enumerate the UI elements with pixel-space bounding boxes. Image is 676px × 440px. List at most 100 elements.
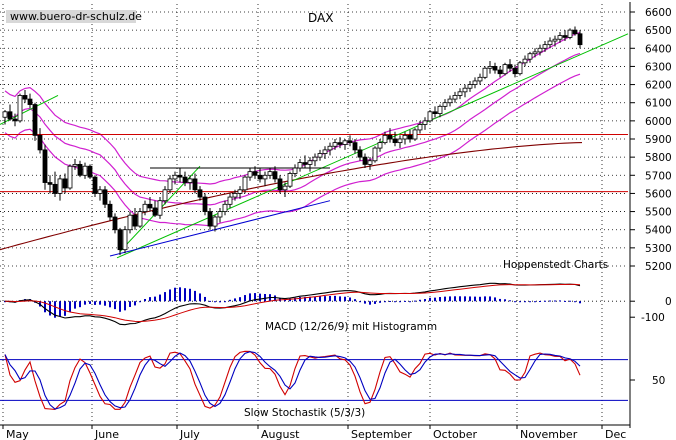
candle-body	[577, 33, 583, 46]
candle-body	[432, 111, 438, 114]
price-tick-label: 6000	[645, 116, 672, 128]
x-tick-label: May	[6, 428, 29, 440]
candle-body	[202, 196, 208, 212]
candle-body	[317, 153, 323, 158]
candles	[2, 26, 583, 256]
macd-hist-bar	[559, 300, 561, 302]
candle-body	[257, 174, 263, 180]
bollinger-middle	[4, 52, 581, 206]
candle-body	[337, 142, 343, 145]
macd-hist-bar	[349, 297, 351, 302]
candle-body	[362, 156, 368, 165]
candle-body	[502, 64, 508, 75]
candle-body	[177, 174, 183, 178]
macd-hist-bar	[79, 301, 81, 308]
macd-hist-bar	[429, 297, 431, 302]
macd-hist-bar	[579, 301, 581, 304]
candle-body	[487, 66, 493, 69]
candle-body	[217, 211, 223, 218]
price-tick-label: 5200	[645, 261, 672, 273]
candle-body	[352, 142, 358, 151]
macd-hist-bar	[474, 296, 476, 302]
x-tick-label: September	[351, 428, 412, 440]
candle-body	[22, 95, 28, 100]
macd-hist-bar	[329, 295, 331, 302]
macd-hist-bar	[424, 299, 426, 302]
price-tick-label: 5400	[645, 225, 672, 237]
macd-hist-bar	[404, 300, 406, 302]
candle-body	[237, 189, 243, 194]
candle-body	[82, 165, 88, 176]
candle-body	[147, 203, 153, 209]
macd-hist-bar	[164, 292, 166, 302]
candle-body	[242, 176, 248, 191]
macd-hist-bar	[339, 296, 341, 302]
macd-hist-bar	[124, 301, 126, 311]
macd-hist-bar	[169, 289, 171, 302]
macd-hist-bar	[219, 301, 221, 303]
candle-body	[182, 176, 188, 183]
candle-body	[417, 124, 423, 131]
candle-body	[407, 134, 413, 140]
candle-body	[2, 111, 8, 118]
macd-hist-bar	[324, 296, 326, 302]
macd-hist-bar	[354, 299, 356, 302]
candle-body	[227, 196, 233, 205]
macd-hist-bar	[569, 300, 571, 302]
price-tick-label: 5800	[645, 152, 672, 164]
macd-hist-bar	[444, 296, 446, 302]
macd-hist-bar	[509, 300, 511, 302]
macd-hist-bar	[414, 300, 416, 302]
macd-hist-bar	[159, 294, 161, 302]
macd-hist-bar	[144, 298, 146, 302]
candle-body	[77, 163, 83, 176]
macd-hist-bar	[104, 301, 106, 306]
candle-body	[387, 134, 393, 140]
bollinger-lower	[4, 73, 581, 227]
macd-hist-bar	[489, 296, 491, 302]
candle-body	[532, 51, 538, 55]
candle-body	[572, 29, 578, 35]
candle-body	[32, 104, 38, 136]
macd-hist-bar	[529, 301, 531, 303]
macd-hist-bar	[229, 299, 231, 302]
candle-body	[312, 156, 318, 162]
candle-body	[167, 178, 173, 191]
candle-body	[142, 203, 148, 212]
candle-body	[172, 174, 178, 180]
candle-body	[382, 134, 388, 144]
credit-label: Hoppenstedt Charts	[503, 259, 608, 271]
macd-hist-bar	[299, 296, 301, 302]
candle-body	[222, 203, 228, 212]
macd-hist-bar	[64, 301, 66, 316]
macd-hist-bar	[239, 297, 241, 302]
candle-body	[157, 200, 163, 216]
candle-body	[367, 160, 373, 165]
price-panel: 5200 5300 5400 5500 5600 5700 5800 5900 6000 6100…	[0, 2, 672, 428]
macd-hist-bar	[379, 301, 381, 303]
candle-body	[162, 189, 168, 202]
candle-body	[567, 29, 573, 38]
candle-body	[332, 142, 338, 147]
macd-y-axis: 0-100	[630, 296, 672, 324]
macd-hist-bar	[294, 297, 296, 302]
candle-body	[537, 47, 543, 53]
candle-body	[197, 189, 203, 198]
candle-body	[17, 95, 23, 122]
macd-hist-bar	[99, 301, 101, 305]
candle-body	[102, 189, 108, 205]
macd-hist-bar	[394, 301, 396, 303]
macd-tick-label: 0	[665, 296, 672, 308]
candle-body	[87, 165, 93, 178]
macd-hist-bar	[224, 301, 226, 303]
candle-body	[562, 35, 568, 38]
macd-signal-line	[4, 283, 581, 323]
macd-hist-bar	[364, 301, 366, 304]
macd-hist-bar	[319, 296, 321, 302]
macd-hist-bar	[534, 301, 536, 303]
candle-body	[542, 44, 548, 49]
macd-hist-bar	[284, 299, 286, 302]
macd-hist-bar	[264, 293, 266, 302]
macd-hist-bar	[564, 300, 566, 302]
